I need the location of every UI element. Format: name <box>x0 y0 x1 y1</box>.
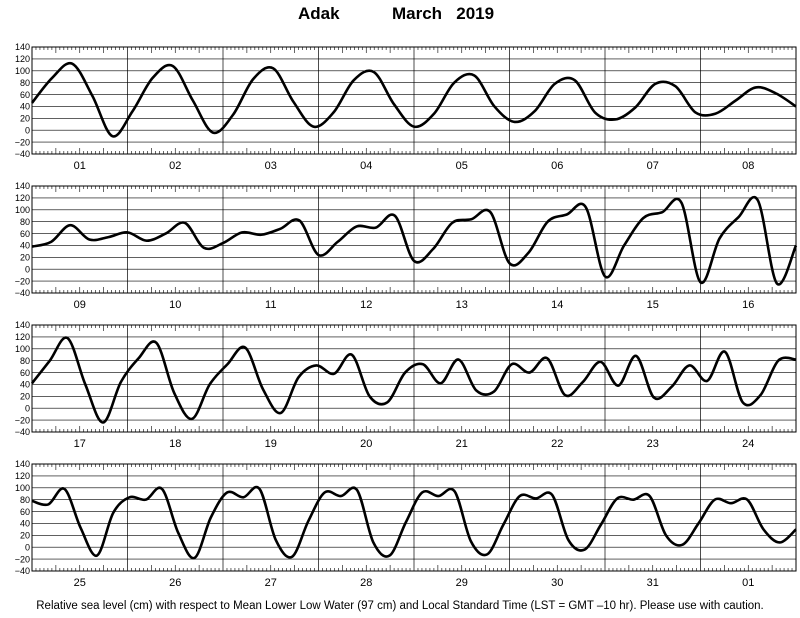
tide-panel-2: −40 −20 020 40 60 80 100 120 140 09 10 11 12 13 14 15 16 <box>15 181 798 311</box>
y-tick-label: 80 <box>20 78 30 88</box>
tide-curve <box>31 485 797 560</box>
y-tick-label: 0 <box>25 264 30 274</box>
day-label: 23 <box>647 438 659 450</box>
day-label: 10 <box>169 299 181 311</box>
y-tick-label: 140 <box>15 42 30 52</box>
panel-frame <box>31 324 797 433</box>
day-label: 16 <box>742 299 754 311</box>
day-label: 31 <box>647 577 659 589</box>
tide-curve <box>30 336 797 424</box>
day-label: 14 <box>551 299 563 311</box>
day-label: 21 <box>456 438 468 450</box>
y-tick-label: 20 <box>20 392 30 402</box>
panel-frame <box>31 46 797 155</box>
y-tick-label: −20 <box>15 554 30 564</box>
panel-frame <box>31 463 797 572</box>
footer-note: Relative sea level (cm) with respect to … <box>36 600 764 612</box>
day-label: 13 <box>456 299 468 311</box>
day-label: 28 <box>360 577 372 589</box>
y-tick-label: 0 <box>25 542 30 552</box>
y-tick-label: 140 <box>15 459 30 469</box>
day-label: 03 <box>265 160 277 172</box>
y-tick-label: −40 <box>15 427 30 437</box>
station-name: Adak <box>298 4 340 23</box>
y-tick-label: 100 <box>15 205 30 215</box>
day-label: 01 <box>742 577 754 589</box>
day-label: 25 <box>74 577 86 589</box>
y-tick-label: 140 <box>15 181 30 191</box>
day-label: 06 <box>551 160 563 172</box>
y-tick-label: 60 <box>20 90 30 100</box>
tide-panel-4: −40 −20 020 40 60 80 100 120 140 25 26 27 28 29 30 31 01 <box>15 459 797 589</box>
day-label: 01 <box>74 160 86 172</box>
day-label: 22 <box>551 438 563 450</box>
y-tick-label: 80 <box>20 495 30 505</box>
day-label: 26 <box>169 577 181 589</box>
chart-title: Adak March 2019 <box>0 4 800 28</box>
y-tick-label: 60 <box>20 229 30 239</box>
y-tick-label: 20 <box>20 531 30 541</box>
y-tick-label: −40 <box>15 566 30 576</box>
y-tick-label: 140 <box>15 320 30 330</box>
y-tick-label: 60 <box>20 507 30 517</box>
y-tick-label: 0 <box>25 403 30 413</box>
tide-panel-1: −40 −20 020 40 60 80 100 120 140 01 02 03 04 05 06 07 08 <box>15 42 797 172</box>
day-label: 09 <box>74 299 86 311</box>
y-tick-label: −20 <box>15 415 30 425</box>
day-label: 17 <box>74 438 86 450</box>
day-label: 29 <box>456 577 468 589</box>
tide-curve <box>31 195 798 286</box>
y-tick-label: 100 <box>15 344 30 354</box>
day-label: 12 <box>360 299 372 311</box>
y-tick-label: −20 <box>15 137 30 147</box>
y-tick-label: 120 <box>15 193 30 203</box>
y-tick-label: 40 <box>20 241 30 251</box>
day-label: 30 <box>551 577 563 589</box>
day-label: 08 <box>742 160 754 172</box>
day-label: 24 <box>742 438 754 450</box>
y-tick-label: 100 <box>15 66 30 76</box>
y-tick-label: 80 <box>20 217 30 227</box>
y-tick-label: −20 <box>15 276 30 286</box>
day-label: 07 <box>647 160 659 172</box>
y-tick-label: 100 <box>15 483 30 493</box>
day-label: 20 <box>360 438 372 450</box>
y-tick-label: 40 <box>20 519 30 529</box>
day-label: 15 <box>647 299 659 311</box>
y-tick-label: 20 <box>20 253 30 263</box>
day-label: 11 <box>265 299 276 311</box>
day-label: 19 <box>265 438 277 450</box>
y-tick-label: 0 <box>25 125 30 135</box>
y-tick-label: −40 <box>15 149 30 159</box>
day-label: 27 <box>265 577 277 589</box>
day-label: 18 <box>169 438 181 450</box>
y-tick-label: 40 <box>20 102 30 112</box>
month-year: March 2019 <box>392 4 495 23</box>
y-tick-label: 80 <box>20 356 30 366</box>
y-tick-label: 120 <box>15 54 30 64</box>
tide-curve <box>30 61 797 138</box>
day-label: 04 <box>360 160 372 172</box>
y-tick-label: 20 <box>20 114 30 124</box>
y-tick-label: 120 <box>15 471 30 481</box>
y-tick-label: −40 <box>15 288 30 298</box>
y-tick-label: 120 <box>15 332 30 342</box>
day-label: 02 <box>169 160 181 172</box>
y-tick-label: 40 <box>20 380 30 390</box>
day-label: 05 <box>456 160 468 172</box>
y-tick-label: 60 <box>20 368 30 378</box>
panel-frame <box>31 185 797 294</box>
